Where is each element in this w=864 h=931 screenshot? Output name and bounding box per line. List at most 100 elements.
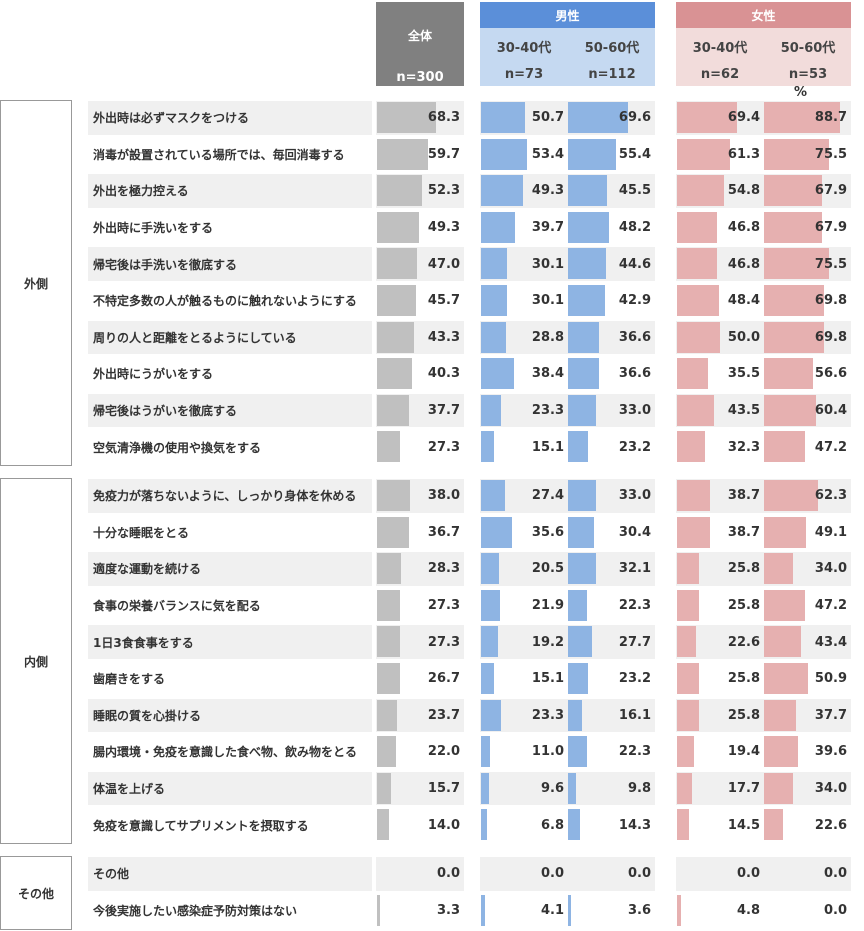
data-bar xyxy=(481,626,498,658)
data-bar xyxy=(764,102,841,133)
data-bar xyxy=(677,394,715,426)
data-bar xyxy=(481,138,527,170)
data-value: 20.5 xyxy=(531,561,564,577)
data-bar xyxy=(481,211,516,243)
female-header-title: 女性 xyxy=(751,8,776,23)
data-bar xyxy=(481,736,491,768)
data-value: 27.3 xyxy=(427,634,460,650)
total-header-n: n=300 xyxy=(396,70,444,85)
data-value: 14.5 xyxy=(727,817,760,833)
data-bar xyxy=(764,772,794,804)
data-bar xyxy=(481,663,494,694)
data-bar xyxy=(568,321,600,353)
row-background xyxy=(88,625,372,659)
row-background xyxy=(88,735,372,769)
data-bar xyxy=(568,626,592,658)
data-bar xyxy=(677,102,737,133)
cell-background xyxy=(676,808,764,842)
data-bar xyxy=(764,431,805,463)
data-value: 22.3 xyxy=(618,744,651,760)
data-value: 14.3 xyxy=(618,817,651,833)
data-value: 50.0 xyxy=(727,329,760,345)
female-col2-n: n=53 xyxy=(788,66,828,82)
row-background xyxy=(88,479,372,513)
data-bar xyxy=(568,248,607,280)
data-value: 23.2 xyxy=(618,439,651,455)
data-bar xyxy=(481,553,499,585)
data-bar xyxy=(568,553,596,585)
data-value: 49.3 xyxy=(531,183,564,199)
data-value: 39.6 xyxy=(814,744,847,760)
female-col1-n: n=62 xyxy=(700,66,740,82)
data-value: 69.8 xyxy=(814,329,847,345)
data-value: 54.8 xyxy=(727,183,760,199)
data-value: 16.1 xyxy=(618,707,651,723)
row-background xyxy=(88,662,372,696)
data-value: 38.0 xyxy=(427,488,460,504)
data-bar xyxy=(677,894,682,926)
data-bar xyxy=(677,285,719,316)
row-label: 空気清浄機の使用や換気をする xyxy=(93,440,262,455)
data-bar xyxy=(568,211,610,243)
male-col1-age: 30-40代 xyxy=(496,40,552,56)
data-bar xyxy=(568,894,572,926)
data-value: 33.0 xyxy=(618,488,651,504)
row-background xyxy=(88,552,372,586)
data-value: 22.0 xyxy=(427,744,460,760)
cell-background xyxy=(480,735,568,769)
data-value: 47.2 xyxy=(814,598,847,614)
data-value: 28.8 xyxy=(531,329,564,345)
data-value: 56.6 xyxy=(814,366,847,382)
row-label: 1日3食食事をする xyxy=(93,635,194,650)
data-bar xyxy=(377,480,410,511)
data-value: 14.0 xyxy=(427,817,460,833)
data-value: 38.7 xyxy=(727,488,760,504)
data-value: 53.4 xyxy=(531,146,564,162)
row-label: 適度な運動を続ける xyxy=(93,562,202,577)
data-value: 23.2 xyxy=(618,671,651,687)
data-value: 9.6 xyxy=(540,781,564,797)
data-bar xyxy=(764,248,829,280)
male-header: 男性 xyxy=(480,2,655,28)
data-bar xyxy=(764,480,818,511)
data-bar xyxy=(377,102,436,133)
data-bar xyxy=(764,736,799,768)
row-label: 消毒が設置されている場所では、毎回消毒する xyxy=(93,147,345,162)
data-value: 32.1 xyxy=(618,561,651,577)
data-value: 35.6 xyxy=(531,524,564,540)
data-bar xyxy=(568,736,588,768)
data-value: 75.5 xyxy=(814,256,847,272)
data-value: 15.1 xyxy=(531,671,564,687)
data-value: 40.3 xyxy=(427,366,460,382)
data-value: 42.9 xyxy=(618,293,651,309)
data-value: 3.6 xyxy=(627,902,651,918)
row-background xyxy=(88,137,372,172)
data-value: 25.8 xyxy=(727,671,760,687)
row-label: 今後実施したい感染症予防対策はない xyxy=(93,903,298,918)
data-value: 88.7 xyxy=(814,110,847,126)
data-value: 37.7 xyxy=(814,707,847,723)
row-background xyxy=(88,320,372,355)
data-bar xyxy=(764,358,813,390)
row-label: 十分な睡眠をとる xyxy=(93,525,190,540)
data-bar xyxy=(377,211,420,243)
row-background xyxy=(88,893,372,928)
row-label: 帰宅後はうがいを徹底する xyxy=(93,404,238,419)
cell-background xyxy=(480,771,568,806)
data-bar xyxy=(481,394,502,426)
data-value: 52.3 xyxy=(427,183,460,199)
row-label: その他 xyxy=(93,867,130,882)
data-value: 36.7 xyxy=(427,524,460,540)
data-value: 21.9 xyxy=(531,598,564,614)
data-value: 61.3 xyxy=(727,146,760,162)
data-value: 46.8 xyxy=(727,256,760,272)
row-background xyxy=(88,588,372,623)
data-value: 46.8 xyxy=(727,220,760,236)
data-bar xyxy=(377,589,401,621)
data-value: 43.4 xyxy=(814,634,847,650)
data-value: 30.1 xyxy=(531,293,564,309)
male-subheader: 30-40代 50-60代 n=73 n=112 xyxy=(480,28,655,86)
data-value: 55.4 xyxy=(618,146,651,162)
data-bar xyxy=(481,699,502,731)
group-label: その他 xyxy=(0,856,72,930)
